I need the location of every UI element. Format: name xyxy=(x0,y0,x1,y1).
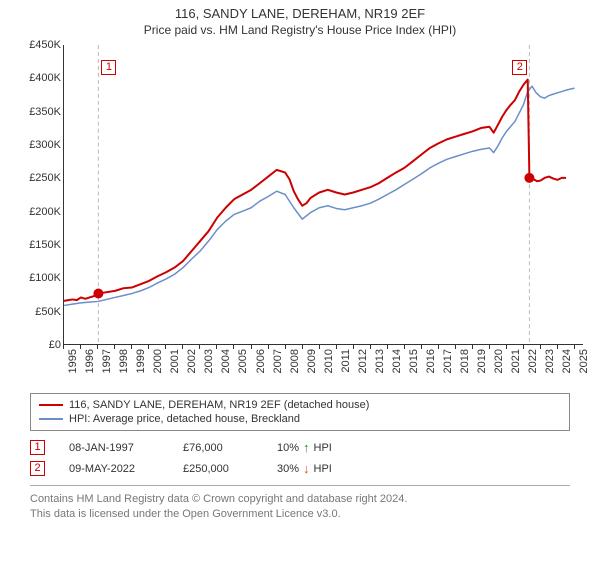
sale-marker-point xyxy=(524,173,534,183)
x-tick-label: 2006 xyxy=(255,349,267,373)
footer-attribution: Contains HM Land Registry data © Crown c… xyxy=(30,485,570,522)
sale-date: 09-MAY-2022 xyxy=(69,463,159,475)
x-tick-label: 2007 xyxy=(272,349,284,373)
y-tick-label: £0 xyxy=(49,339,61,351)
x-tick-label: 2016 xyxy=(425,349,437,373)
y-tick-label: £50K xyxy=(35,306,61,318)
x-tick-label: 1997 xyxy=(101,349,113,373)
y-tick-label: £150K xyxy=(29,239,61,251)
plot-area: 12 xyxy=(63,45,583,345)
y-tick-label: £250K xyxy=(29,172,61,184)
x-tick-label: 1999 xyxy=(135,349,147,373)
x-tick-label: 2011 xyxy=(340,349,352,373)
x-tick-label: 2012 xyxy=(357,349,369,373)
sale-marker-id: 2 xyxy=(30,461,45,476)
sales-table: 1 08-JAN-1997 £76,000 10% ↑ HPI 2 09-MAY-2022 £2… xyxy=(30,437,570,479)
chart-title: 116, SANDY LANE, DEREHAM, NR19 2EF xyxy=(0,6,600,21)
x-tick-label: 2005 xyxy=(237,349,249,373)
sale-row: 1 08-JAN-1997 £76,000 10% ↑ HPI xyxy=(30,437,570,458)
x-tick-label: 2014 xyxy=(391,349,403,373)
arrow-down-icon: ↓ xyxy=(303,461,310,476)
sale-delta-pct: 10% xyxy=(277,442,299,454)
x-tick-label: 2019 xyxy=(476,349,488,373)
legend-item: HPI: Average price, detached house, Brec… xyxy=(39,412,561,426)
x-tick-label: 2003 xyxy=(203,349,215,373)
x-tick-label: 2022 xyxy=(527,349,539,373)
y-tick-label: £350K xyxy=(29,106,61,118)
sale-delta-hpi-label: HPI xyxy=(314,442,332,454)
x-tick-label: 1998 xyxy=(118,349,130,373)
y-tick-label: £300K xyxy=(29,139,61,151)
legend-swatch xyxy=(39,404,63,406)
x-axis: 1995 1996 1997 1998 1999 2000 2001 2002 2003 2004… xyxy=(63,345,583,385)
x-tick-label: 2018 xyxy=(459,349,471,373)
sale-delta-hpi-label: HPI xyxy=(314,463,332,475)
x-tick-label: 2000 xyxy=(152,349,164,373)
sale-delta: 10% ↑ HPI xyxy=(277,440,332,455)
y-tick-label: £450K xyxy=(29,39,61,51)
legend-swatch xyxy=(39,418,63,420)
x-tick-label: 2002 xyxy=(186,349,198,373)
legend-label: HPI: Average price, detached house, Brec… xyxy=(69,413,300,425)
x-tick-label: 2013 xyxy=(374,349,386,373)
arrow-up-icon: ↑ xyxy=(303,440,310,455)
chart-subtitle: Price paid vs. HM Land Registry's House … xyxy=(0,23,600,37)
x-tick-label: 2015 xyxy=(408,349,420,373)
legend: 116, SANDY LANE, DEREHAM, NR19 2EF (deta… xyxy=(30,393,570,431)
sale-marker-point xyxy=(93,289,103,299)
x-tick-label: 2020 xyxy=(493,349,505,373)
x-tick-label: 2024 xyxy=(561,349,573,373)
sale-price: £76,000 xyxy=(183,442,253,454)
x-tick-label: 2021 xyxy=(510,349,522,373)
x-tick-label: 2025 xyxy=(578,349,590,373)
legend-label: 116, SANDY LANE, DEREHAM, NR19 2EF (deta… xyxy=(69,399,369,411)
x-tick-label: 1996 xyxy=(84,349,96,373)
sale-delta-pct: 30% xyxy=(277,463,299,475)
x-tick-label: 2023 xyxy=(544,349,556,373)
x-tick-label: 2009 xyxy=(306,349,318,373)
x-tick-label: 2001 xyxy=(169,349,181,373)
sale-marker-label: 1 xyxy=(101,60,116,75)
legend-item: 116, SANDY LANE, DEREHAM, NR19 2EF (deta… xyxy=(39,398,561,412)
x-tick-label: 2017 xyxy=(442,349,454,373)
sale-marker-id: 1 xyxy=(30,440,45,455)
chart: £0 £50K £100K £150K £200K £250K £300K £350K £400… xyxy=(15,45,585,385)
sale-delta: 30% ↓ HPI xyxy=(277,461,332,476)
footer-line: Contains HM Land Registry data © Crown c… xyxy=(30,492,570,507)
y-axis: £0£50K£100K£150K£200K£250K£300K£350K£400… xyxy=(15,45,63,345)
y-tick-label: £400K xyxy=(29,72,61,84)
x-tick-label: 2008 xyxy=(289,349,301,373)
footer-line: This data is licensed under the Open Gov… xyxy=(30,507,570,522)
x-tick-label: 2004 xyxy=(220,349,232,373)
y-tick-label: £100K xyxy=(29,272,61,284)
x-tick-label: 2010 xyxy=(323,349,335,373)
sale-row: 2 09-MAY-2022 £250,000 30% ↓ HPI xyxy=(30,458,570,479)
sale-price: £250,000 xyxy=(183,463,253,475)
x-tick-label: 1995 xyxy=(67,349,79,373)
y-tick-label: £200K xyxy=(29,206,61,218)
sale-date: 08-JAN-1997 xyxy=(69,442,159,454)
sale-marker-label: 2 xyxy=(512,60,527,75)
